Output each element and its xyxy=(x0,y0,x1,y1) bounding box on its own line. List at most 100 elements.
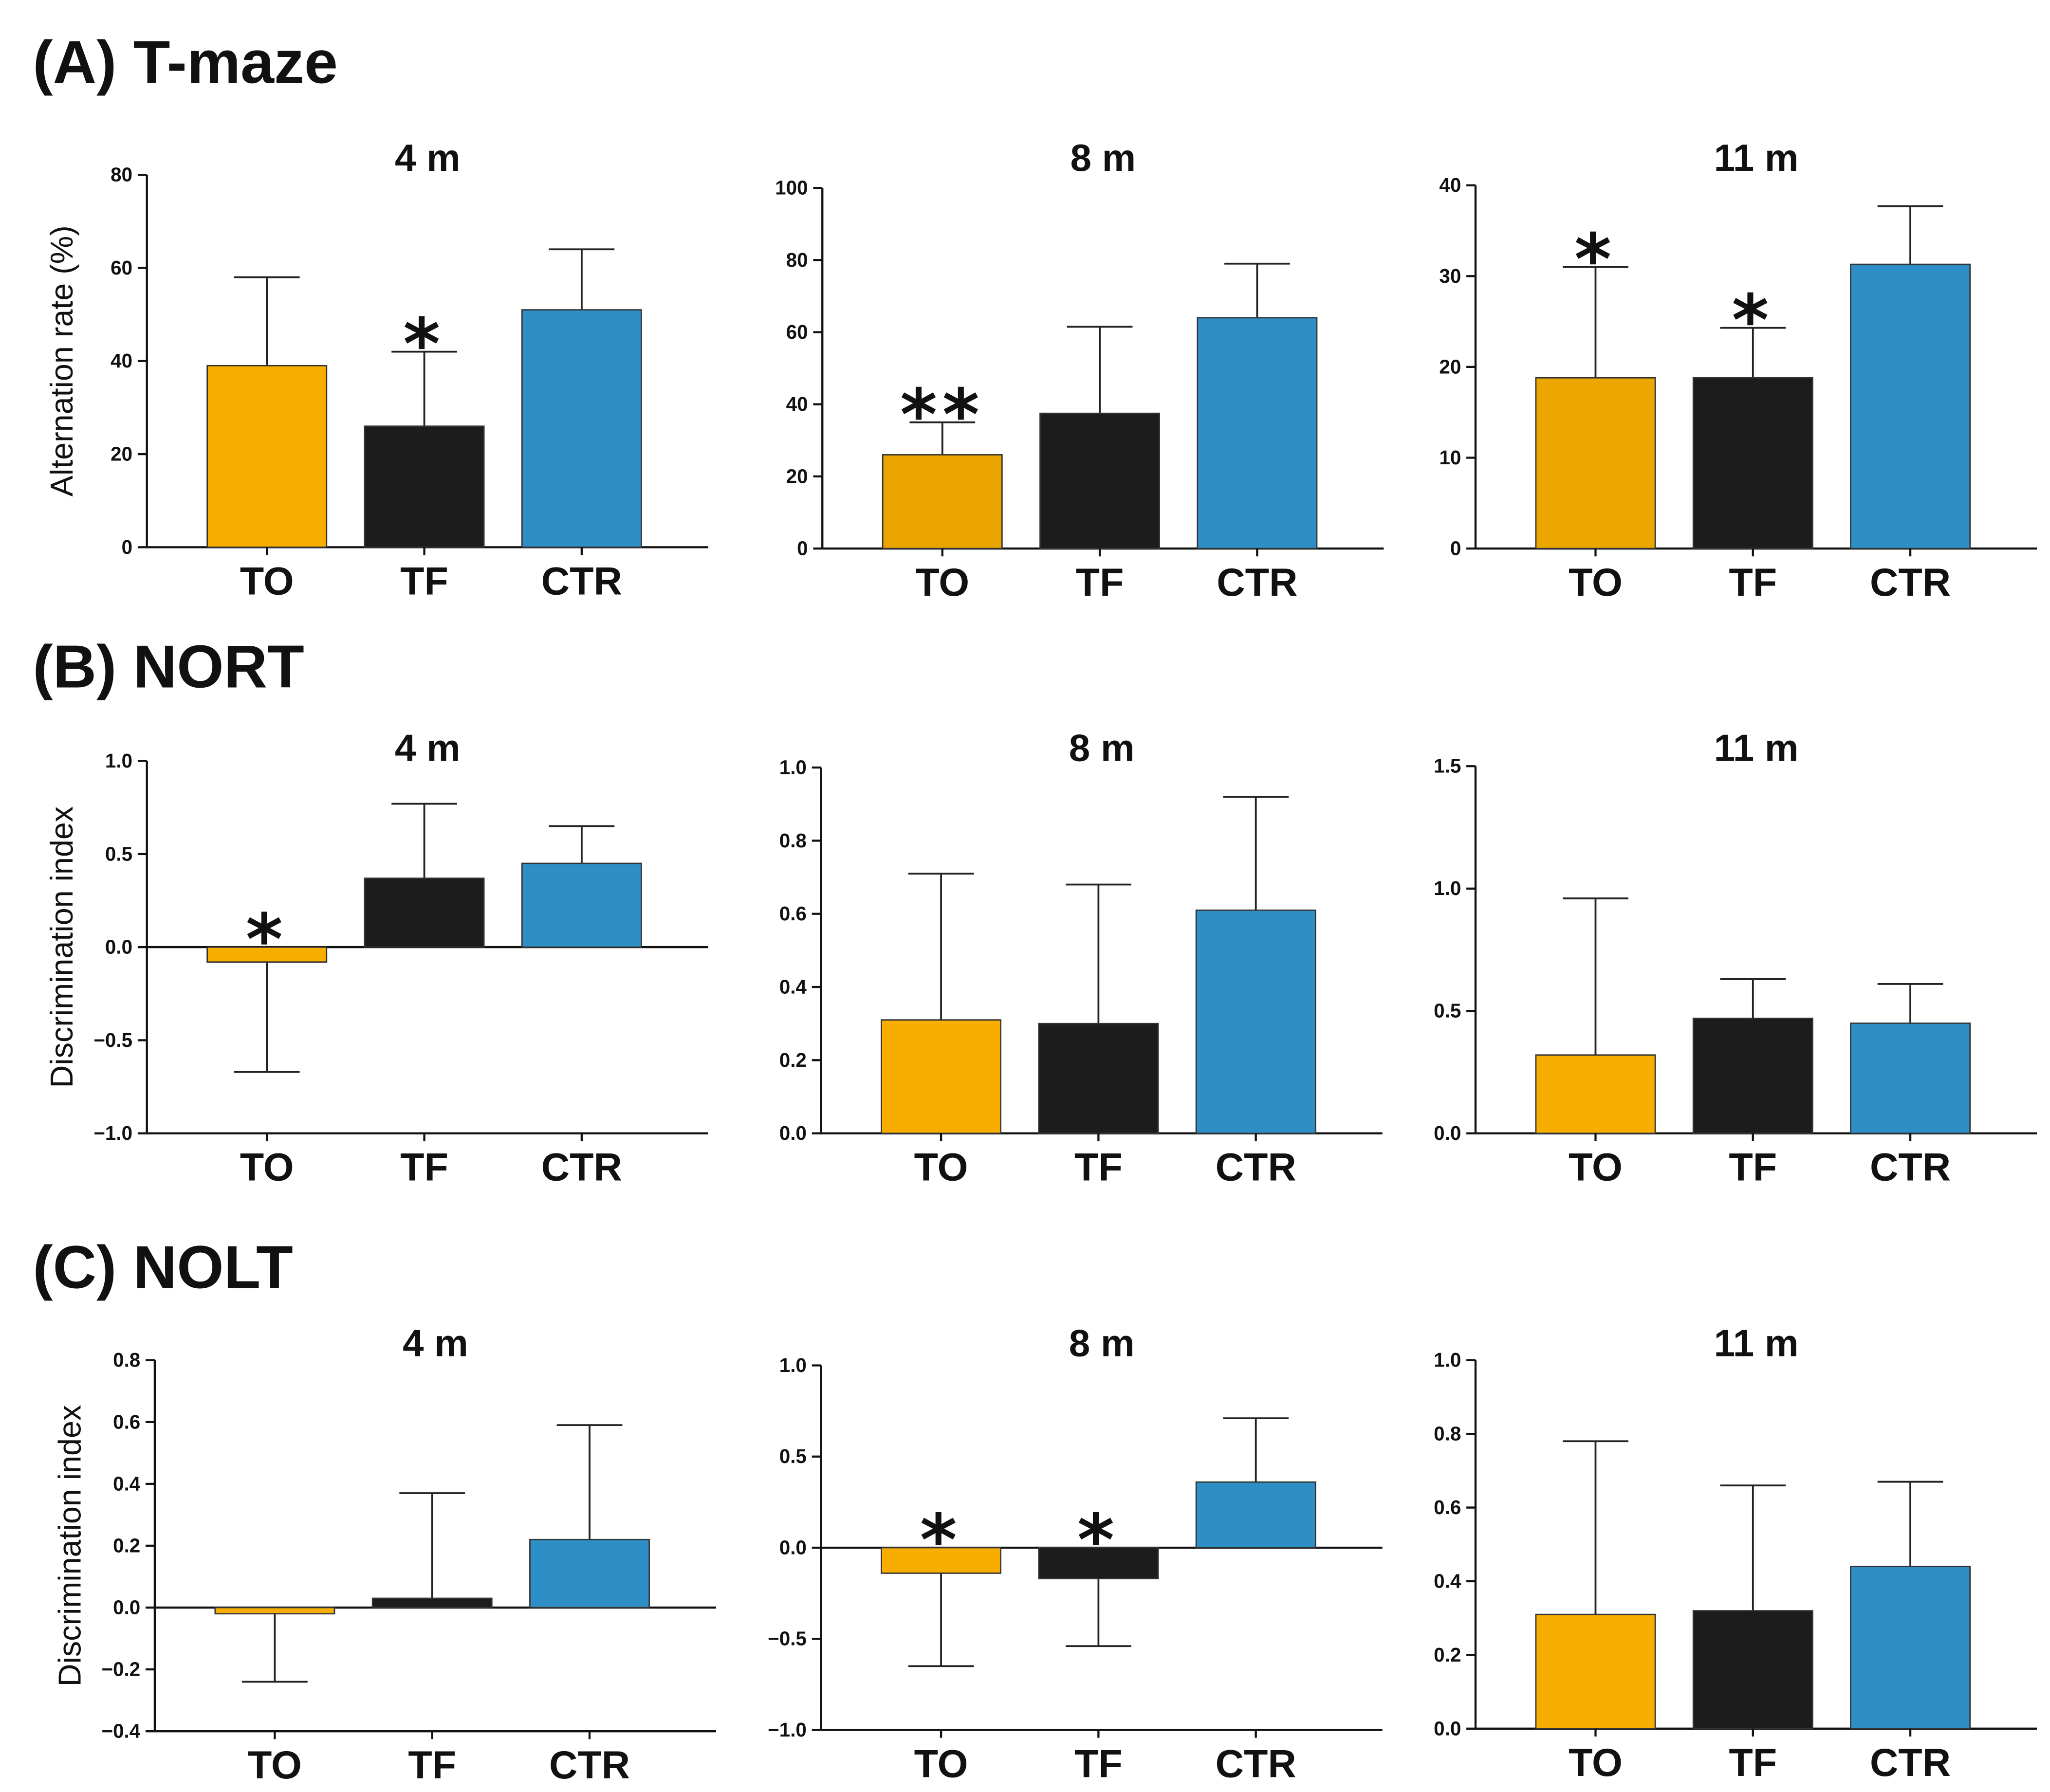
chart-nolt-8m: 8 m −1.0 −0.5 0.0 0.5 1.0 TO TF CTR * * xyxy=(768,1322,1383,1786)
y-tick-label: 80 xyxy=(786,249,808,271)
y-tick-label: 0 xyxy=(1450,537,1461,560)
category-label-to: TO xyxy=(914,1742,968,1786)
chart-title: 4 m xyxy=(395,726,461,769)
bar-to xyxy=(881,1547,1002,1574)
category-label-tf: TF xyxy=(400,1146,448,1189)
bar-tf xyxy=(1692,1610,1813,1730)
significance-marker: * xyxy=(246,899,288,981)
y-tick-label: 0 xyxy=(797,537,808,560)
chart-tmaze-11m: 11 m 0 10 20 30 40 TO TF CTR * * xyxy=(1439,136,2037,604)
bar-tf xyxy=(1038,1547,1159,1580)
significance-marker: ** xyxy=(900,374,985,457)
category-label-tf: TF xyxy=(1729,1146,1777,1189)
y-tick-label: 1.0 xyxy=(779,756,807,778)
category-label-tf: TF xyxy=(1729,561,1777,604)
bar-ctr xyxy=(1195,909,1316,1134)
category-label-tf: TF xyxy=(1729,1741,1777,1785)
bar-tf xyxy=(364,425,485,548)
category-label-ctr: CTR xyxy=(1870,561,1951,604)
y-tick-label: 40 xyxy=(1439,174,1461,196)
section-titles: (A) T-maze (B) NORT (C) NOLT xyxy=(33,29,338,1301)
bar-ctr xyxy=(529,1538,650,1609)
y-tick-label: −0.4 xyxy=(101,1720,140,1742)
bar-to xyxy=(206,365,328,548)
section-title-nort: (B) NORT xyxy=(33,634,304,701)
category-label-to: TO xyxy=(240,1146,294,1189)
y-tick-label: 20 xyxy=(786,465,808,487)
y-tick-label: 0.5 xyxy=(105,842,132,865)
chart-nort-4m: 4 m Discrimination index −1.0 −0.5 0.0 0.5 1.0… xyxy=(44,726,708,1189)
y-tick-label: 0.4 xyxy=(779,975,807,998)
category-label-to: TO xyxy=(248,1743,302,1787)
y-tick-label: 60 xyxy=(111,256,132,279)
bar-to xyxy=(882,454,1003,549)
y-tick-label: 0.6 xyxy=(113,1410,140,1433)
y-tick-label: 0.0 xyxy=(1434,1122,1461,1144)
category-label-ctr: CTR xyxy=(1870,1741,1951,1785)
y-tick-label: −0.5 xyxy=(768,1627,807,1650)
y-tick-label: 0.2 xyxy=(779,1049,807,1071)
bar-tf xyxy=(1692,377,1813,549)
bar-tf xyxy=(371,1597,493,1609)
y-tick-label: −1.0 xyxy=(768,1719,807,1741)
bar-ctr xyxy=(1850,1022,1971,1134)
y-tick-label: 1.0 xyxy=(105,750,132,772)
y-tick-label: 40 xyxy=(786,393,808,415)
chart-title: 11 m xyxy=(1714,1322,1799,1365)
y-tick-label: 0.6 xyxy=(779,902,807,925)
bar-ctr xyxy=(1197,317,1318,549)
y-tick-label: 1.0 xyxy=(1434,877,1461,899)
chart-title: 4 m xyxy=(395,136,461,179)
y-tick-label: −1.0 xyxy=(93,1122,132,1144)
chart-title: 8 m xyxy=(1070,136,1136,179)
bar-to xyxy=(1535,377,1656,549)
bar-to xyxy=(1535,1054,1656,1134)
y-tick-label: 0.2 xyxy=(113,1534,140,1556)
y-tick-label: 0.8 xyxy=(113,1349,140,1371)
y-axis-label: Discrimination index xyxy=(44,806,79,1088)
category-label-to: TO xyxy=(915,561,969,604)
y-tick-label: 0.8 xyxy=(779,829,807,852)
chart-nort-11m: 11 m 0.0 0.5 1.0 1.5 TO TF CTR xyxy=(1434,726,2037,1189)
y-tick-label: 10 xyxy=(1439,446,1461,469)
category-label-to: TO xyxy=(1569,561,1623,604)
chart-nolt-11m: 11 m 0.0 0.2 0.4 0.6 0.8 1.0 TO TF CTR xyxy=(1434,1322,2037,1785)
y-tick-label: 0.2 xyxy=(1434,1644,1461,1666)
category-label-ctr: CTR xyxy=(549,1743,630,1787)
chart-title: 8 m xyxy=(1069,726,1135,769)
bar-to xyxy=(1535,1613,1656,1730)
category-label-to: TO xyxy=(1569,1741,1623,1785)
bar-ctr xyxy=(1850,1566,1971,1730)
y-tick-label: 0.0 xyxy=(1434,1717,1461,1739)
y-tick-label: 0.6 xyxy=(1434,1496,1461,1518)
chart-nolt-4m: 4 m Discrimination index −0.4 −0.2 0.0 0.2 0.4… xyxy=(52,1322,717,1787)
y-tick-label: 1.5 xyxy=(1434,755,1461,777)
chart-tmaze-4m: 4 m Alternation rate (%) 0 20 40 60 80 TO TF CTR * xyxy=(44,136,708,603)
bar-tf xyxy=(1039,412,1161,549)
category-label-to: TO xyxy=(1569,1146,1623,1189)
y-tick-label: 80 xyxy=(111,164,132,186)
category-label-ctr: CTR xyxy=(541,1146,622,1189)
y-tick-label: 20 xyxy=(111,443,132,465)
bar-to xyxy=(214,1607,335,1615)
significance-marker: * xyxy=(403,304,445,386)
chart-nort-8m: 8 m 0.0 0.2 0.4 0.6 0.8 1.0 TO TF CTR xyxy=(779,726,1383,1189)
bar-to xyxy=(206,946,328,963)
y-tick-label: 1.0 xyxy=(1434,1349,1461,1371)
y-tick-label: 0.4 xyxy=(1434,1570,1461,1592)
y-tick-label: −0.2 xyxy=(101,1658,140,1681)
chart-title: 8 m xyxy=(1069,1322,1135,1365)
y-tick-label: 0.0 xyxy=(105,936,132,958)
y-axis-label: Discrimination index xyxy=(52,1405,87,1687)
category-label-ctr: CTR xyxy=(1217,561,1297,604)
section-title-nolt: (C) NOLT xyxy=(33,1234,293,1301)
y-tick-label: 30 xyxy=(1439,265,1461,287)
category-label-ctr: CTR xyxy=(541,559,622,603)
y-tick-label: 0.5 xyxy=(779,1445,807,1467)
bar-ctr xyxy=(521,309,642,548)
significance-marker: * xyxy=(1574,219,1617,301)
category-label-tf: TF xyxy=(408,1743,456,1787)
category-label-ctr: CTR xyxy=(1870,1146,1951,1189)
y-tick-label: 0.5 xyxy=(1434,1000,1461,1022)
